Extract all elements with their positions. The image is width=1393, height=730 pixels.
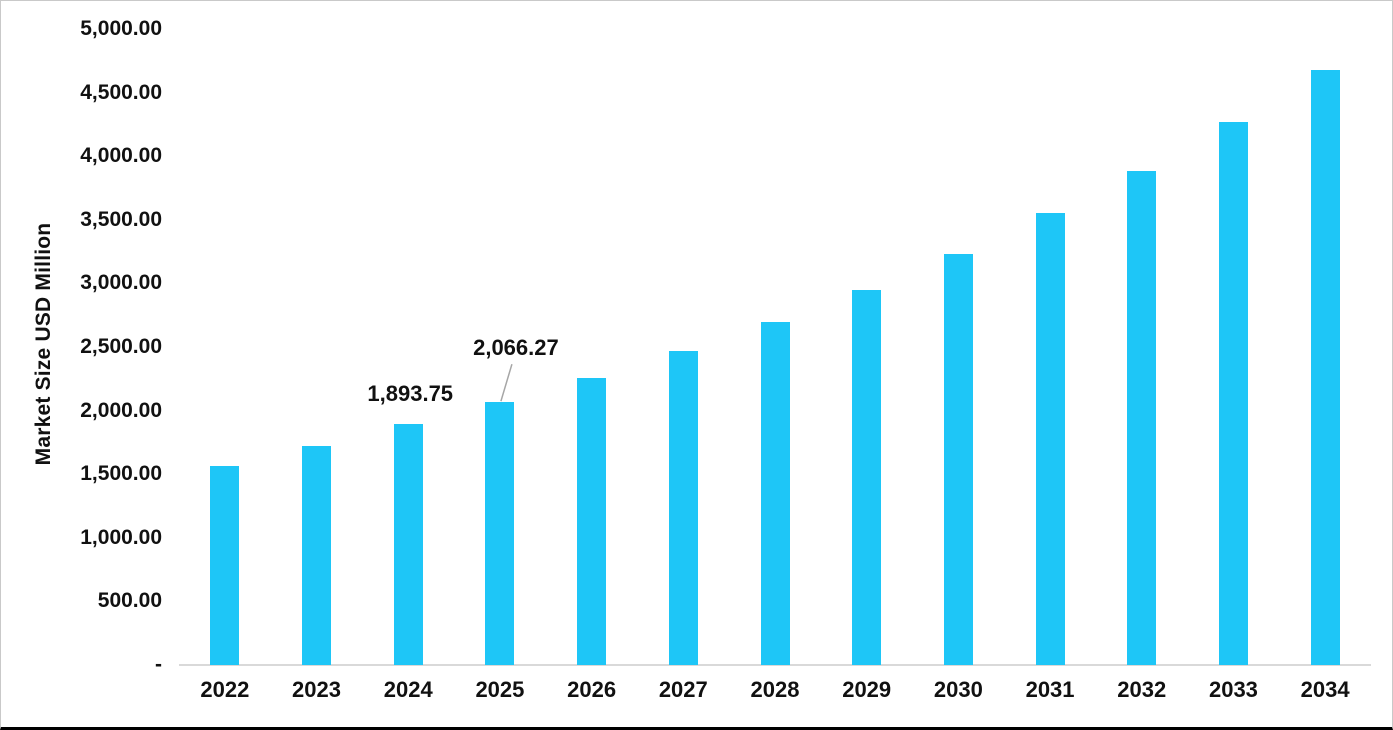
- bar-2034: [1310, 69, 1340, 665]
- bar-2024: [393, 424, 423, 665]
- y-tick-label-5000: 5,000.00: [80, 17, 162, 40]
- y-tick-label-500: 500.00: [97, 589, 162, 613]
- x-axis-label-2028: 2028: [750, 677, 800, 702]
- bar-2022: [210, 465, 240, 665]
- bar-2029: [852, 289, 882, 665]
- x-axis-label-2024: 2024: [383, 677, 433, 702]
- x-axis-label-2030: 2030: [933, 677, 983, 702]
- y-tick-label-0: -: [155, 653, 162, 676]
- bar-2031: [1035, 213, 1065, 665]
- x-axis-label-2025: 2025: [475, 677, 525, 702]
- x-axis-label-2022: 2022: [200, 677, 250, 702]
- bar-2032: [1127, 170, 1157, 665]
- y-tick-label-4500: 4,500.00: [80, 80, 162, 104]
- leader-line: [500, 363, 513, 402]
- bar-2033: [1218, 121, 1248, 665]
- x-axis-label-2033: 2033: [1208, 677, 1258, 702]
- y-tick-label-3500: 3,500.00: [80, 207, 162, 231]
- x-axis-label-2026: 2026: [567, 677, 617, 702]
- y-tick-label-3000: 3,000.00: [80, 271, 162, 295]
- bar-2028: [760, 322, 790, 665]
- bar-2026: [577, 378, 607, 665]
- x-axis-label-2029: 2029: [842, 677, 892, 702]
- bar-2025: [485, 402, 515, 665]
- x-axis-label-2031: 2031: [1025, 677, 1075, 702]
- y-tick-label-4000: 4,000.00: [80, 144, 162, 168]
- data-label-2024: 1,893.75: [367, 381, 454, 407]
- x-axis-label-2027: 2027: [658, 677, 708, 702]
- y-tick-label-2500: 2,500.00: [80, 335, 162, 358]
- x-axis-label-2023: 2023: [292, 677, 341, 702]
- bar-2023: [302, 446, 332, 665]
- bar-2027: [668, 350, 698, 665]
- y-tick-label-1500: 1,500.00: [80, 462, 162, 486]
- x-axis-label-2034: 2034: [1300, 677, 1350, 702]
- x-axis-line: [179, 664, 1371, 666]
- data-label-2025: 2,066.27: [473, 335, 559, 361]
- y-tick-label-2000: 2,000.00: [80, 398, 162, 422]
- y-tick-label-1000: 1,000.00: [80, 525, 162, 549]
- x-axis-label-2032: 2032: [1117, 677, 1167, 702]
- bar-2030: [943, 253, 973, 665]
